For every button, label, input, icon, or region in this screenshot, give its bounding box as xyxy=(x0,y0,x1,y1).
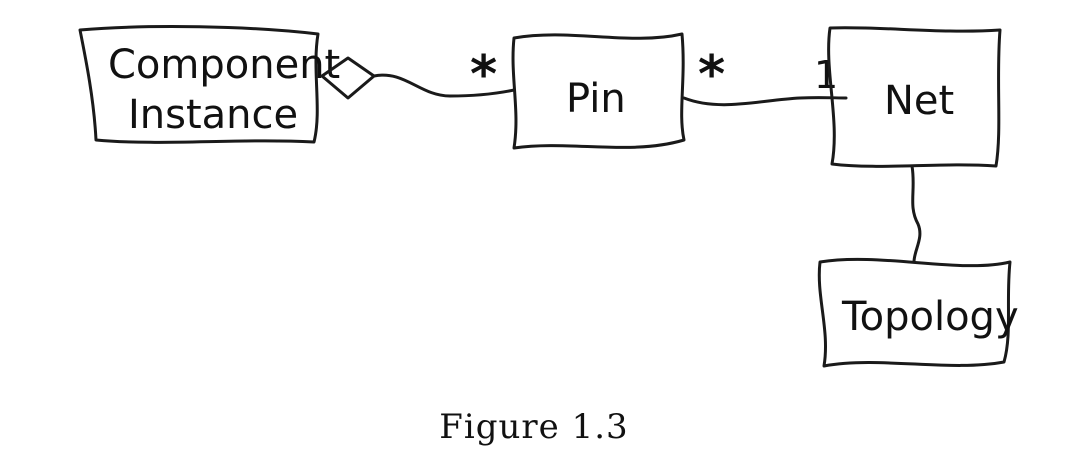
multiplicity-pin-net-side: * xyxy=(698,45,725,105)
pin-box xyxy=(511,32,686,150)
node-net: Net xyxy=(827,26,1002,168)
component-pin-line xyxy=(372,73,516,98)
node-pin: Pin xyxy=(511,32,686,150)
pin-label: Pin xyxy=(566,76,626,122)
multiplicity-pin-component-side: * xyxy=(470,45,497,105)
component-instance-label-line1: Component xyxy=(108,42,340,88)
figure-caption: Figure 1.3 xyxy=(439,407,628,447)
component-instance-label-line2: Instance xyxy=(128,92,298,138)
node-component-instance: Component Instance xyxy=(78,25,340,144)
net-label: Net xyxy=(884,78,954,124)
multiplicity-net-side: 1 xyxy=(814,53,838,97)
topology-box xyxy=(817,257,1012,368)
node-topology: Topology xyxy=(817,257,1019,368)
net-box xyxy=(827,26,1002,168)
net-topology-line xyxy=(910,164,922,264)
topology-label: Topology xyxy=(841,294,1019,340)
component-instance-box xyxy=(78,25,320,144)
edge-component-pin xyxy=(320,56,516,100)
